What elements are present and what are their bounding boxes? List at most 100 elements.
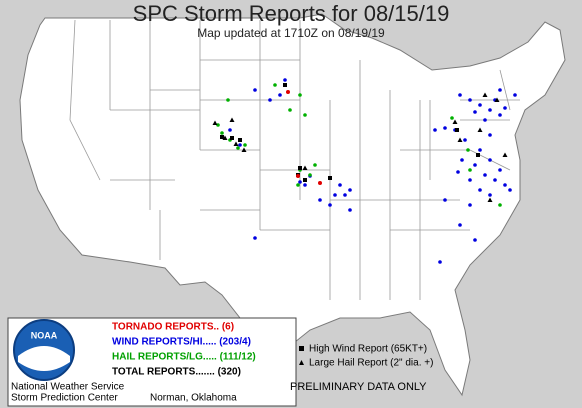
us-land (19, 13, 566, 397)
large-hail-marker (482, 92, 488, 97)
high-wind-marker (283, 83, 287, 87)
high-wind-marker (238, 138, 242, 142)
wind-marker (333, 193, 337, 197)
large-hail-key: Large Hail Report (2" dia. +) (309, 358, 433, 369)
subtitle: Map updated at 1710Z on 08/19/19 (197, 26, 385, 40)
wind-marker (478, 148, 482, 152)
logo-text: NOAA (31, 330, 58, 340)
total-legend: TOTAL REPORTS....... (320) (112, 367, 241, 378)
wind-marker (253, 236, 257, 240)
office-name: National Weather Service (11, 382, 125, 393)
hail-marker (216, 123, 220, 127)
wind-marker (503, 183, 507, 187)
wind-marker (328, 203, 332, 207)
high-wind-icon (299, 346, 304, 351)
hail-legend: HAIL REPORTS/LG..... (111/12) (112, 352, 256, 363)
wind-marker (498, 88, 502, 92)
hail-marker (313, 163, 317, 167)
hail-marker (468, 168, 472, 172)
wind-marker (238, 143, 242, 147)
wind-marker (443, 126, 447, 130)
wind-marker (343, 193, 347, 197)
wind-marker (493, 178, 497, 182)
hail-marker (450, 116, 454, 120)
high-wind-marker (303, 178, 307, 182)
large-hail-marker (241, 147, 247, 152)
wind-marker (478, 103, 482, 107)
noaa-wave (18, 346, 70, 371)
wind-marker (478, 188, 482, 192)
wind-marker (318, 198, 322, 202)
wind-marker (473, 110, 477, 114)
hail-marker (220, 131, 224, 135)
wind-marker (513, 93, 517, 97)
tornado-legend: TORNADO REPORTS.. (6) (112, 322, 234, 333)
office-name: Storm Prediction Center (11, 393, 118, 404)
report-markers (212, 78, 517, 264)
hail-marker (296, 183, 300, 187)
high-wind-marker (298, 166, 302, 170)
high-wind-marker (328, 176, 332, 180)
wind-marker (488, 193, 492, 197)
hail-marker (226, 98, 230, 102)
wind-marker (463, 138, 467, 142)
wind-marker (468, 98, 472, 102)
wind-marker (278, 93, 282, 97)
hail-marker (288, 108, 292, 112)
high-wind-key: High Wind Report (65KT+) (309, 344, 427, 355)
wind-legend: WIND REPORTS/HI..... (203/4) (112, 337, 251, 348)
wind-marker (473, 163, 477, 167)
large-hail-marker (494, 97, 500, 102)
wind-marker (283, 78, 287, 82)
wind-marker (253, 88, 257, 92)
wind-marker (460, 158, 464, 162)
wind-marker (228, 128, 232, 132)
high-wind-marker (230, 136, 234, 140)
wind-marker (456, 170, 460, 174)
wind-marker (468, 178, 472, 182)
wind-marker (498, 168, 502, 172)
large-hail-marker (233, 141, 239, 146)
large-hail-marker (302, 165, 308, 170)
wind-marker (468, 203, 472, 207)
hail-marker (236, 146, 240, 150)
wind-marker (443, 198, 447, 202)
office-city: Norman, Oklahoma (150, 393, 237, 404)
tornado-marker (296, 174, 300, 178)
large-hail-icon (299, 360, 304, 365)
large-hail-marker (477, 127, 483, 132)
large-hail-marker (502, 152, 508, 157)
tornado-marker (318, 181, 322, 185)
large-hail-marker (487, 197, 493, 202)
wind-marker (338, 183, 342, 187)
large-hail-marker (452, 119, 458, 124)
wind-marker (298, 180, 302, 184)
hail-marker (466, 148, 470, 152)
wind-marker (348, 208, 352, 212)
wind-marker (488, 133, 492, 137)
wind-marker (438, 260, 442, 264)
large-hail-marker (229, 117, 235, 122)
wind-marker (503, 106, 507, 110)
wind-marker (433, 128, 437, 132)
hail-marker (498, 203, 502, 207)
wind-marker (498, 113, 502, 117)
title: SPC Storm Reports for 08/15/19 (133, 1, 450, 26)
wind-marker (483, 118, 487, 122)
tornado-marker (286, 90, 290, 94)
hail-marker (243, 143, 247, 147)
wind-marker (473, 238, 477, 242)
wind-marker (303, 183, 307, 187)
high-wind-marker (455, 128, 459, 132)
wind-marker (488, 158, 492, 162)
hail-marker (298, 93, 302, 97)
wind-marker (268, 98, 272, 102)
wind-marker (458, 93, 462, 97)
wind-marker (483, 173, 487, 177)
large-hail-marker (212, 120, 218, 125)
high-wind-marker (220, 135, 224, 139)
wind-marker (508, 188, 512, 192)
wind-marker (488, 108, 492, 112)
hail-marker (308, 173, 312, 177)
